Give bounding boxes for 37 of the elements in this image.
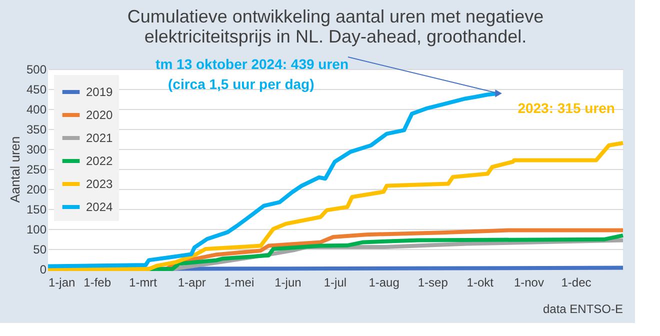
x-tick-label: 1-dec: [561, 276, 592, 290]
annotation: (circa 1,5 uur per dag): [168, 76, 314, 92]
text: data ENTSO-E: [542, 302, 623, 316]
x-tick-label: 1-jan: [48, 276, 76, 290]
x-tick-label: 1-feb: [84, 276, 112, 290]
legend-label: 2023: [86, 177, 114, 191]
annotation: tm 13 oktober 2024: 439 uren: [156, 56, 349, 72]
x-tick-label: 1-sep: [418, 276, 448, 290]
y-tick-label: 150: [26, 202, 47, 216]
legend-label: 2021: [86, 131, 114, 145]
y-tick-label: 50: [33, 242, 47, 256]
x-tick-label: 1-mrt: [129, 276, 158, 290]
x-tick-label: 1-nov: [514, 276, 544, 290]
y-axis-title: Aantal uren: [7, 136, 22, 203]
legend-label: 2024: [86, 200, 114, 214]
x-tick-label: 1-aug: [368, 276, 400, 290]
y-tick-label: 100: [26, 222, 47, 236]
legend-label: 2022: [86, 154, 114, 168]
annotation: 2023: 315 uren: [518, 100, 615, 116]
y-tick-label: 250: [26, 162, 47, 176]
text: Cumulatieve ontwikkeling aantal uren met negatieve: [127, 6, 544, 26]
y-tick-label: 400: [26, 102, 47, 116]
x-tick-label: 1-apr: [178, 276, 206, 290]
y-tick-label: 300: [26, 142, 47, 156]
y-tick-label: 200: [26, 182, 47, 196]
x-tick-label: 1-jun: [274, 276, 302, 290]
x-tick-label: 1-okt: [466, 276, 494, 290]
x-tick-label: 1-mei: [224, 276, 254, 290]
y-tick-label: 350: [26, 122, 47, 136]
legend-label: 2020: [86, 108, 114, 122]
y-tick-label: 450: [26, 82, 47, 96]
x-tick-label: 1-jul: [324, 276, 347, 290]
y-tick-label: 500: [26, 62, 47, 76]
text: elektriciteitsprijs in NL. Day-ahead, groothandel.: [144, 26, 527, 46]
line-series: [46, 141, 625, 271]
y-tick-label: 0: [40, 262, 47, 276]
legend-label: 2019: [86, 85, 114, 99]
